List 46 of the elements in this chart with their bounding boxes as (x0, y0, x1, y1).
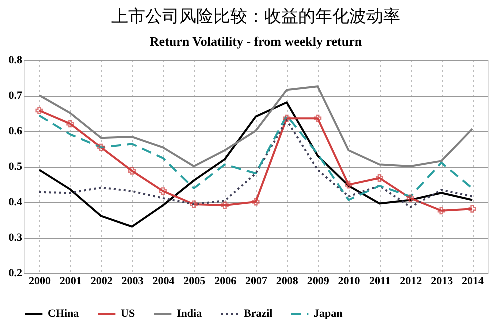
point (66, 120, 74, 128)
point (159, 188, 167, 196)
chart-subtitle: Return Volatility - from weekly return (150, 34, 363, 49)
x-tick-label: 2005 (184, 276, 206, 288)
point (98, 144, 106, 152)
point (376, 174, 384, 182)
legend-label: CHina (48, 308, 80, 320)
point (128, 167, 136, 175)
x-tick-label: 2001 (60, 276, 82, 288)
y-tick-label: 0.3 (8, 232, 23, 244)
line-series (38, 86, 474, 168)
x-tick-label: 2011 (370, 276, 391, 288)
y-tick-label: 0.7 (8, 90, 23, 102)
y-tick-label: 0.8 (8, 54, 23, 66)
legend-label: Japan (314, 308, 343, 320)
legend-label: Brazil (244, 308, 273, 320)
legend-label: India (177, 308, 203, 320)
x-tick-label: 2012 (400, 276, 423, 288)
x-tick-label: 2007 (246, 276, 268, 288)
point (468, 205, 476, 213)
x-tick-label: 2008 (276, 276, 299, 288)
x-tick-label: 2003 (122, 276, 144, 288)
point (314, 114, 322, 122)
chart-title: 上市公司风险比较：收益的年化波动率 (112, 7, 400, 27)
x-tick-label: 2009 (307, 276, 330, 288)
point (190, 200, 198, 208)
point (36, 107, 44, 115)
point (252, 198, 260, 206)
point (345, 181, 353, 189)
legend-label: US (121, 308, 136, 320)
point (221, 202, 229, 210)
x-tick-label: 2010 (338, 276, 361, 288)
x-tick-label: 2014 (462, 276, 485, 288)
point (438, 207, 446, 215)
x-tick-label: 2006 (214, 276, 238, 288)
line-series (38, 102, 474, 228)
point (283, 114, 291, 122)
y-tick-label: 0.4 (8, 196, 23, 208)
x-tick-label: 2013 (431, 276, 454, 288)
y-tick-label: 0.2 (8, 268, 23, 280)
point (406, 194, 414, 202)
y-tick-label: 0.6 (8, 126, 23, 138)
x-tick-label: 2004 (152, 276, 176, 288)
y-tick-label: 0.5 (8, 161, 23, 173)
x-tick-label: 2002 (90, 276, 114, 288)
x-tick-label: 2000 (28, 276, 52, 288)
